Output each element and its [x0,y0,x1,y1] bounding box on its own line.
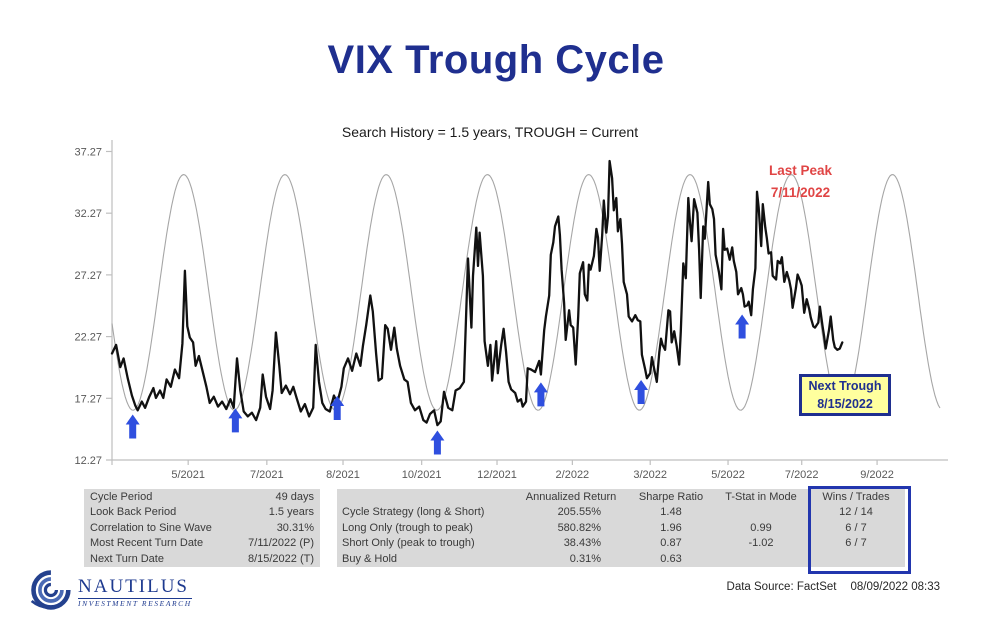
x-tick-label: 3/2022 [633,469,667,481]
y-tick-label: 37.27 [74,146,102,158]
data-timestamp: 08/09/2022 08:33 [850,581,940,593]
stats-label: Next Turn Date [90,552,164,565]
x-tick-label: 7/2022 [785,469,819,481]
stats-label: Most Recent Turn Date [90,537,204,550]
perf-cell: 6 / 7 [845,537,867,550]
stats-row: Look Back Period 1.5 years [84,505,320,521]
perf-row: Buy & Hold 0.31% 0.63 [337,551,905,567]
data-source-footer: Data Source: FactSet 08/09/2022 08:33 [727,581,940,593]
perf-cell: 1.48 [660,506,682,519]
trough-arrow-icon [430,430,445,455]
perf-cell: 6 / 7 [845,521,867,534]
stats-row: Cycle Period 49 days [84,489,320,505]
y-tick-label: 22.27 [74,332,102,344]
next-trough-annotation: Next Trough 8/15/2022 [799,374,891,416]
cycle-stats-table: Cycle Period 49 days Look Back Period 1.5 y… [84,489,320,567]
stats-value: 30.31% [276,521,314,534]
last-peak-date: 7/11/2022 [770,185,831,200]
perf-row-label: Cycle Strategy (long & Short) [342,506,485,519]
nautilus-logo: NAUTILUS INVESTMENT RESEARCH [28,568,192,617]
logo-text: NAUTILUS INVESTMENT RESEARCH [78,577,192,608]
stats-label: Look Back Period [90,506,177,519]
perf-row: Long Only (trough to peak) 580.82% 1.96 0.9… [337,520,905,536]
y-tick-label: 32.27 [74,208,102,220]
perf-column-header: Annualized Return [525,490,617,503]
performance-table: Annualized Return Sharpe Ratio T-Stat in M… [337,489,905,567]
next-trough-label: Next Trough [808,379,882,393]
perf-cell: 0.31% [569,552,601,565]
stats-row: Next Turn Date 8/15/2022 (T) [84,551,320,567]
perf-row-label: Buy & Hold [342,552,398,565]
perf-header-row: Annualized Return Sharpe Ratio T-Stat in M… [337,489,905,505]
perf-row-label: Long Only (trough to peak) [342,521,473,534]
x-tick-label: 2/2022 [556,469,590,481]
x-tick-label: 7/2021 [250,469,284,481]
x-tick-label: 9/2022 [860,469,894,481]
data-source-label: Data Source: FactSet [726,581,837,593]
trough-arrow-icon [533,382,548,407]
trough-arrow-icon [735,314,750,339]
perf-row: Short Only (peak to trough) 38.43% 0.87 -1.… [337,536,905,552]
x-tick-label: 5/2021 [171,469,205,481]
sine-cycle-curve [111,174,941,411]
logo-tagline: INVESTMENT RESEARCH [78,598,192,609]
perf-cell: 0.99 [750,521,772,534]
perf-cell: 1.96 [660,521,682,534]
x-tick-label: 5/2022 [711,469,745,481]
x-tick-label: 10/2021 [402,469,442,481]
x-tick-label: 8/2021 [326,469,360,481]
y-tick-label: 12.27 [74,455,102,467]
x-tick-label: 12/2021 [477,469,517,481]
perf-cell: 205.55% [557,506,601,519]
next-trough-date: 8/15/2022 [817,397,873,411]
chart-subtitle: Search History = 1.5 years, TROUGH = Cur… [341,124,639,140]
perf-cell: 12 / 14 [839,506,873,519]
nautilus-spiral-icon [28,568,72,617]
perf-cell: -1.02 [748,537,774,550]
perf-column-header: T-Stat in Mode [725,490,797,503]
perf-column-header: Sharpe Ratio [638,490,704,503]
stats-row: Most Recent Turn Date 7/11/2022 (P) [84,536,320,552]
perf-cell: 0.87 [660,537,682,550]
perf-cell: 580.82% [557,521,601,534]
trough-arrow-icon [330,395,345,420]
trough-arrow-icon [228,408,243,433]
stats-value: 8/15/2022 (T) [247,552,314,565]
trough-arrow-icon [125,414,140,439]
y-tick-label: 27.27 [74,270,102,282]
stats-value: 49 days [275,490,314,503]
last-peak-label: Last Peak [768,163,833,178]
stats-label: Correlation to Sine Wave [90,521,212,534]
perf-column-header: Wins / Trades [822,490,890,503]
vix-line [110,159,844,427]
stats-value: 1.5 years [268,506,314,519]
perf-row-label: Short Only (peak to trough) [342,537,475,550]
stats-value: 7/11/2022 (P) [248,537,314,550]
page-title: VIX Trough Cycle [327,38,665,82]
stats-label: Cycle Period [90,490,153,503]
perf-row: Cycle Strategy (long & Short) 205.55% 1.48… [337,505,905,521]
perf-cell: 0.63 [660,552,682,565]
trough-arrow-icon [634,379,649,404]
perf-cell: 38.43% [563,537,601,550]
logo-company-name: NAUTILUS [78,576,189,598]
last-peak-annotation: Last Peak 7/11/2022 [748,160,853,204]
y-tick-label: 17.27 [74,393,102,405]
stats-row: Correlation to Sine Wave 30.31% [84,520,320,536]
